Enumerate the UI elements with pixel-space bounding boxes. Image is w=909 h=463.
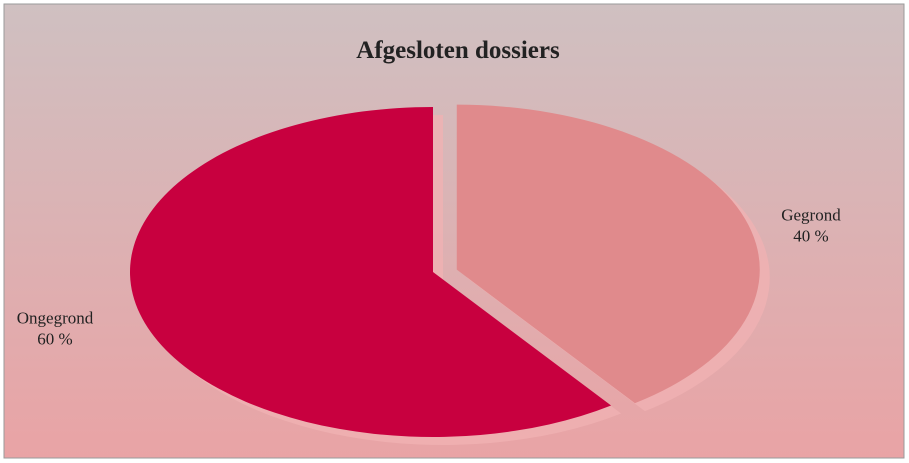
slice-label: Gegrond — [781, 206, 841, 225]
slice-value-label: 40 % — [793, 227, 828, 246]
slice-value-label: 60 % — [37, 329, 72, 348]
slice — [456, 104, 760, 404]
slice — [129, 107, 612, 437]
slice-label: Ongegrond — [17, 308, 94, 327]
labels: Gegrond 40 % Ongegrond 60 % — [17, 206, 841, 349]
chart-title: Afgesloten dossiers — [356, 37, 560, 64]
pie — [129, 104, 770, 445]
